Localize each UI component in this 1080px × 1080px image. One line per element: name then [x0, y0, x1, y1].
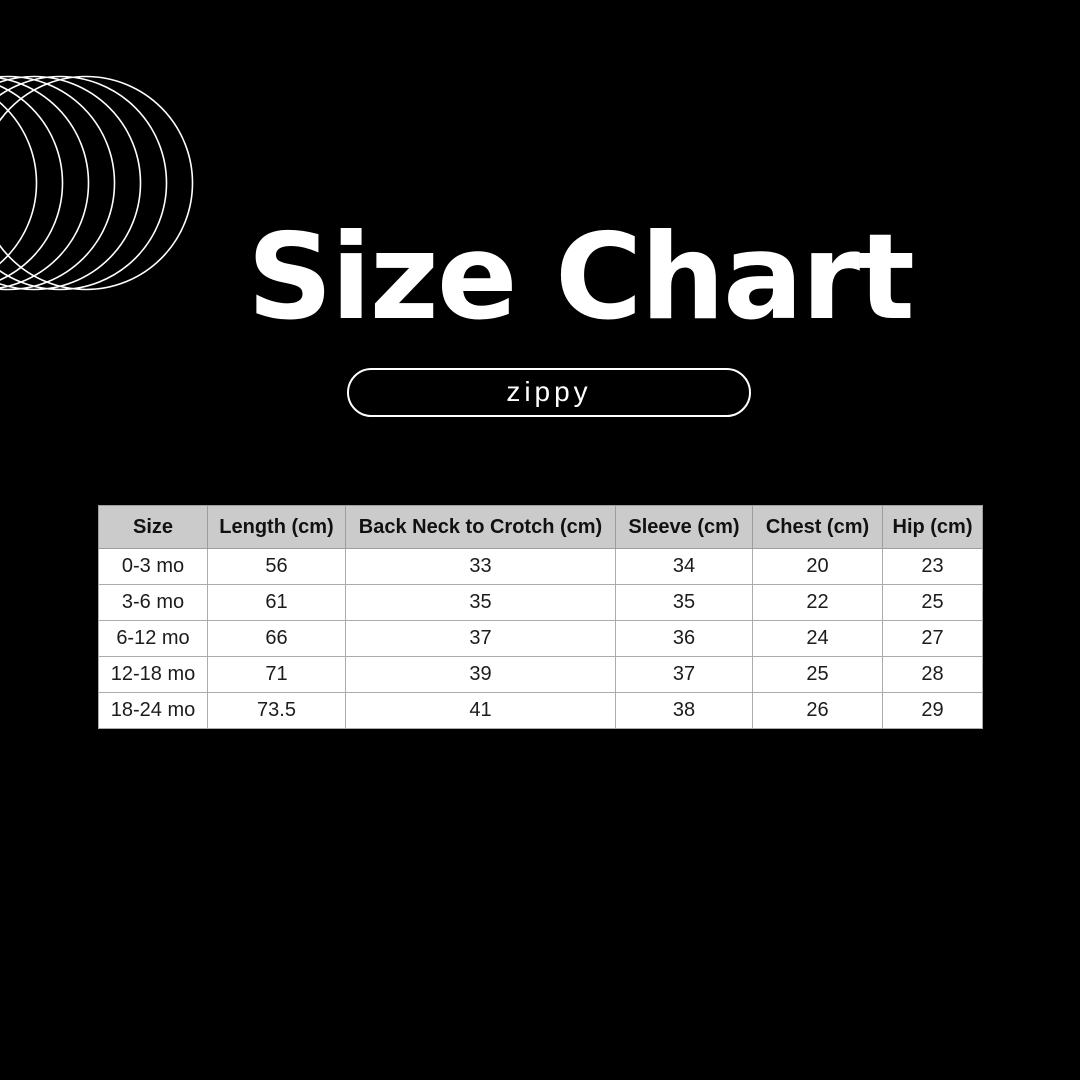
- table-row: 18-24 mo 73.5 41 38 26 29: [98, 692, 983, 729]
- table-cell: 24: [752, 620, 883, 657]
- table-cell: 71: [207, 656, 346, 693]
- table-cell: 23: [882, 548, 983, 585]
- column-header: Chest (cm): [752, 505, 883, 549]
- column-header: Sleeve (cm): [615, 505, 753, 549]
- table-cell: 41: [345, 692, 616, 729]
- table-row: 6-12 mo 66 37 36 24 27: [98, 620, 983, 657]
- table-cell: 34: [615, 548, 753, 585]
- table-cell: 39: [345, 656, 616, 693]
- table-cell: 25: [882, 584, 983, 621]
- table-cell: 66: [207, 620, 346, 657]
- page-title: Size Chart: [247, 209, 915, 347]
- column-header: Back Neck to Crotch (cm): [345, 505, 616, 549]
- table-header-row: Size Length (cm) Back Neck to Crotch (cm) S…: [98, 505, 983, 549]
- table-cell: 56: [207, 548, 346, 585]
- table-cell: 37: [345, 620, 616, 657]
- table-row: 3-6 mo 61 35 35 22 25: [98, 584, 983, 621]
- table-cell: 6-12 mo: [98, 620, 208, 657]
- table-cell: 36: [615, 620, 753, 657]
- table-cell: 22: [752, 584, 883, 621]
- table-cell: 20: [752, 548, 883, 585]
- table-cell: 37: [615, 656, 753, 693]
- column-header: Hip (cm): [882, 505, 983, 549]
- table-cell: 61: [207, 584, 346, 621]
- table-cell: 35: [615, 584, 753, 621]
- table-row: 12-18 mo 71 39 37 25 28: [98, 656, 983, 693]
- table-cell: 73.5: [207, 692, 346, 729]
- table-cell: 35: [345, 584, 616, 621]
- table-cell: 18-24 mo: [98, 692, 208, 729]
- size-chart-table: Size Length (cm) Back Neck to Crotch (cm) S…: [98, 505, 983, 729]
- table-cell: 26: [752, 692, 883, 729]
- brand-pill: zippy: [347, 368, 751, 417]
- table-cell: 28: [882, 656, 983, 693]
- column-header: Size: [98, 505, 208, 549]
- table-cell: 0-3 mo: [98, 548, 208, 585]
- table-cell: 3-6 mo: [98, 584, 208, 621]
- table-cell: 12-18 mo: [98, 656, 208, 693]
- overlapping-circles-icon: [0, 75, 194, 291]
- table-cell: 27: [882, 620, 983, 657]
- table-cell: 29: [882, 692, 983, 729]
- table-row: 0-3 mo 56 33 34 20 23: [98, 548, 983, 585]
- table-cell: 25: [752, 656, 883, 693]
- table-cell: 33: [345, 548, 616, 585]
- column-header: Length (cm): [207, 505, 346, 549]
- brand-label: zippy: [506, 375, 592, 407]
- table-cell: 38: [615, 692, 753, 729]
